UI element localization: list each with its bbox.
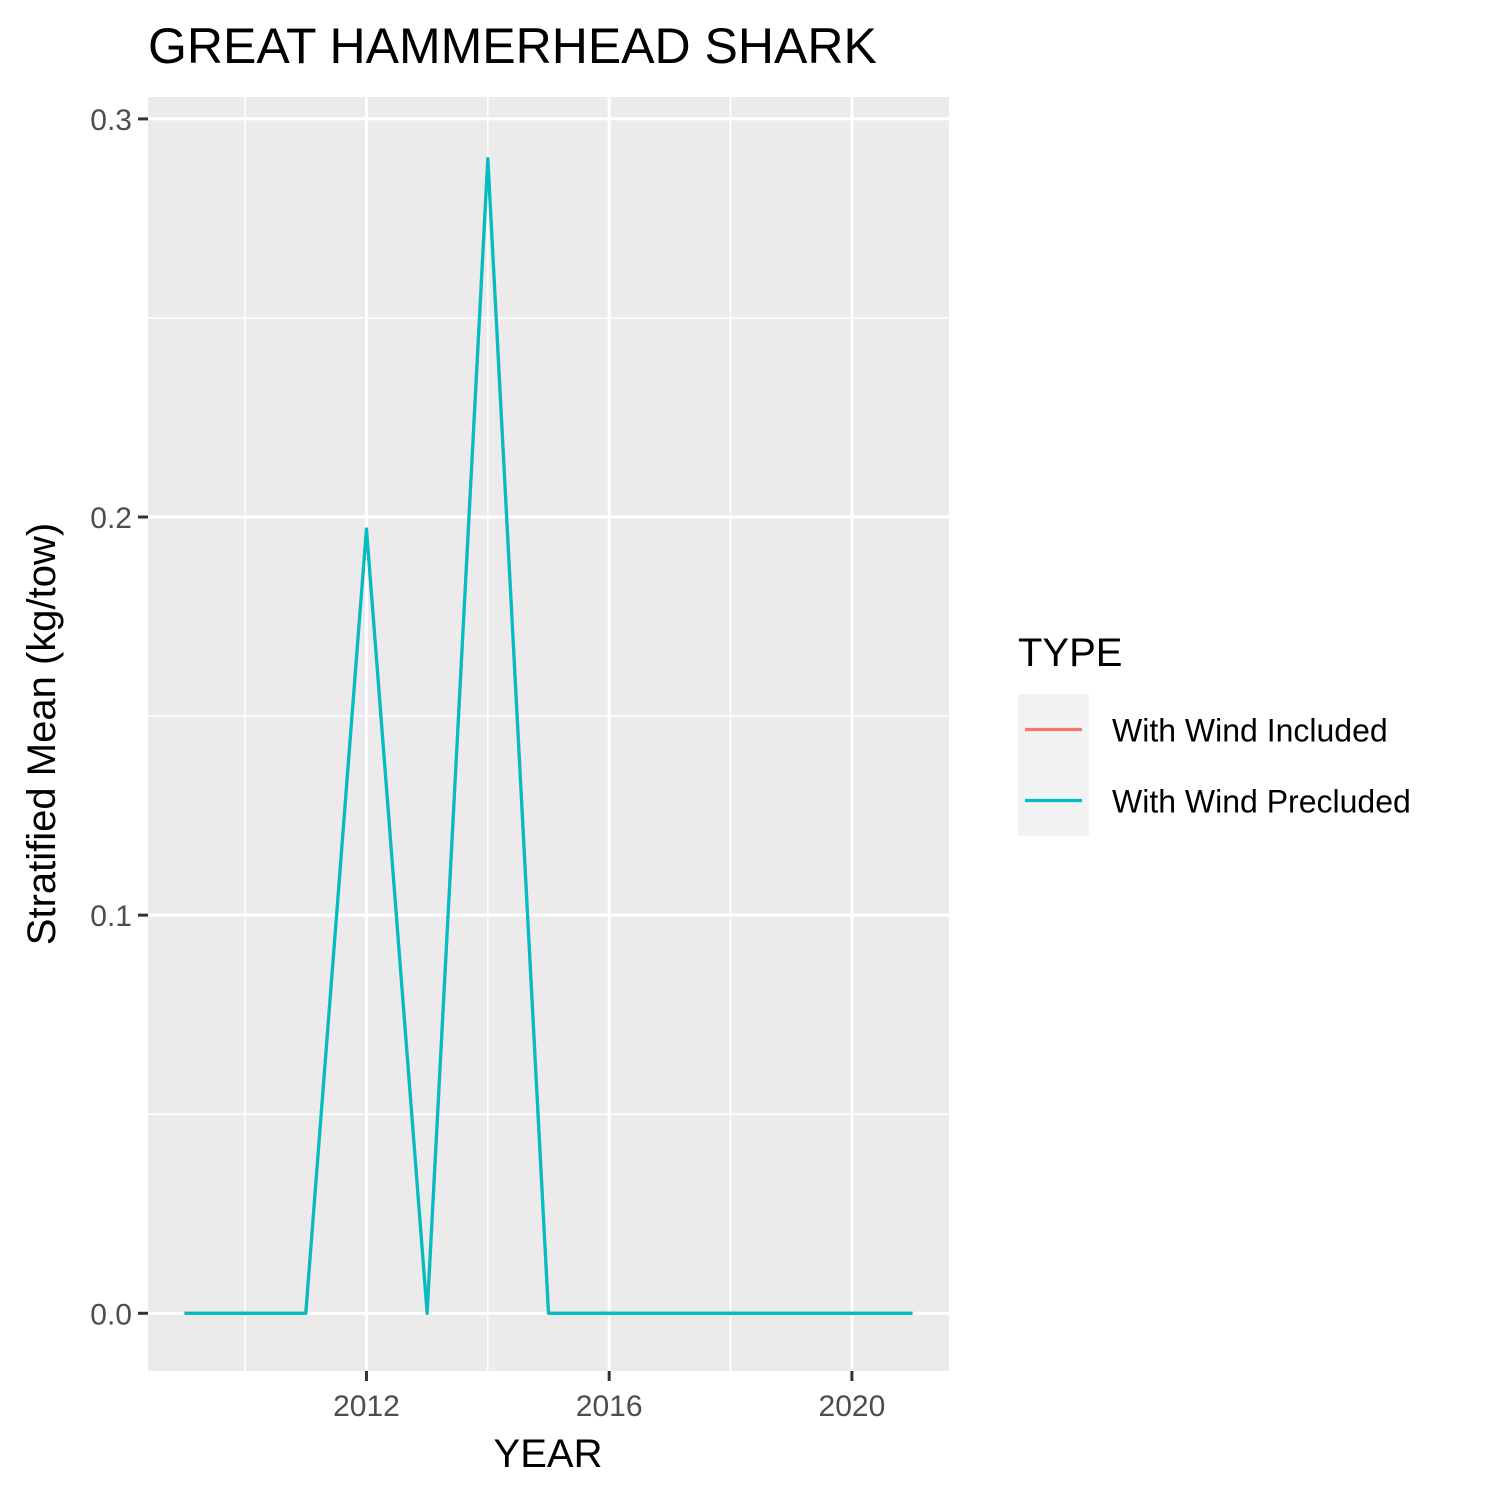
- grid-minor: [148, 97, 949, 1371]
- y-tick-label: 0.3: [90, 104, 132, 137]
- x-tick-label: 2016: [576, 1390, 643, 1423]
- series-layer: [184, 157, 913, 1315]
- legend-label: With Wind Included: [1112, 713, 1388, 749]
- y-axis: 0.0 0.1 0.2 0.3: [90, 104, 148, 1331]
- legend-items: With Wind Included With Wind Precluded: [1018, 694, 1411, 836]
- series-line-2: [184, 157, 913, 1315]
- legend-title: TYPE: [1018, 631, 1122, 675]
- x-axis: 2012 2016 2020: [333, 1371, 885, 1423]
- y-tick-label: 0.1: [90, 900, 132, 933]
- x-tick-label: 2012: [333, 1390, 400, 1423]
- y-tick-label: 0.2: [90, 502, 132, 535]
- y-tick-label: 0.0: [90, 1298, 132, 1331]
- legend-label: With Wind Precluded: [1112, 784, 1411, 820]
- x-tick-label: 2020: [819, 1390, 886, 1423]
- legend: TYPE With Wind Included With Wind Preclud…: [1018, 631, 1411, 836]
- chart-title: GREAT HAMMERHEAD SHARK: [148, 18, 877, 74]
- y-axis-title: Stratified Mean (kg/tow): [20, 523, 64, 945]
- x-axis-title: YEAR: [494, 1432, 603, 1476]
- plot-panel: [148, 97, 949, 1371]
